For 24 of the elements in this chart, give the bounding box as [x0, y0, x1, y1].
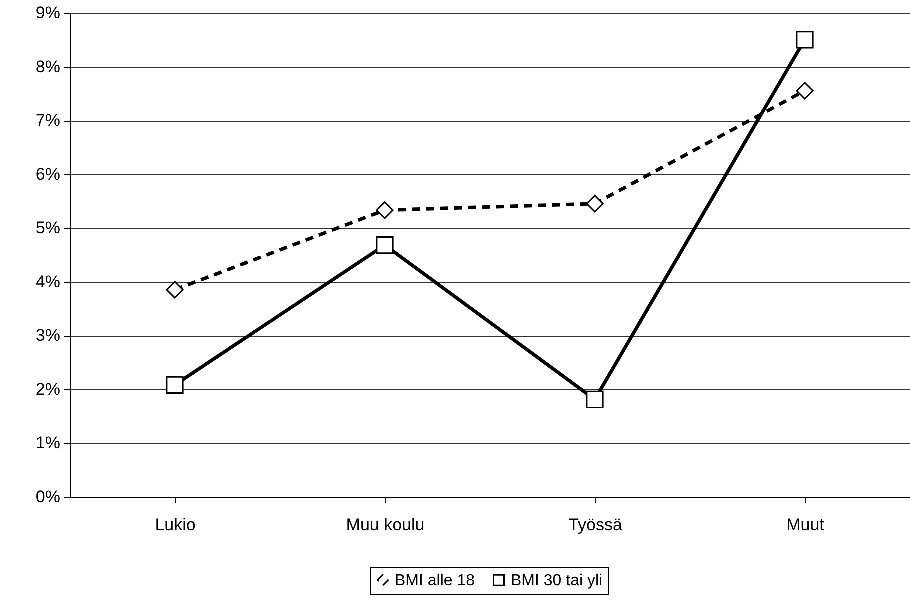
y-tick-label: 0% [36, 488, 60, 506]
y-tick-label: 1% [36, 434, 60, 453]
y-tick-label: 5% [36, 218, 60, 238]
y-tick-label: 7% [36, 111, 60, 130]
x-tick-label: Muut [786, 516, 825, 534]
y-tick-label: 6% [36, 164, 60, 184]
point [586, 390, 604, 408]
x-tick-label: Työssä [568, 516, 623, 534]
point [376, 236, 394, 254]
y-tick-label: 3% [36, 326, 60, 346]
legend-label: BMI 30 tai yli [511, 572, 603, 590]
x-tick-label: Muu koulu [346, 516, 425, 534]
y-tick-label: 9% [36, 4, 60, 22]
x-tick-label: Lukio [155, 516, 196, 534]
point [796, 82, 814, 100]
point [796, 31, 814, 49]
legend-label: BMI alle 18 [395, 572, 476, 590]
point [166, 281, 184, 299]
y-tick-label: 8% [36, 57, 60, 76]
point [376, 202, 394, 220]
point [166, 376, 184, 394]
y-tick-label: 2% [36, 380, 60, 399]
point [586, 195, 604, 213]
y-tick-label: 4% [36, 272, 60, 292]
